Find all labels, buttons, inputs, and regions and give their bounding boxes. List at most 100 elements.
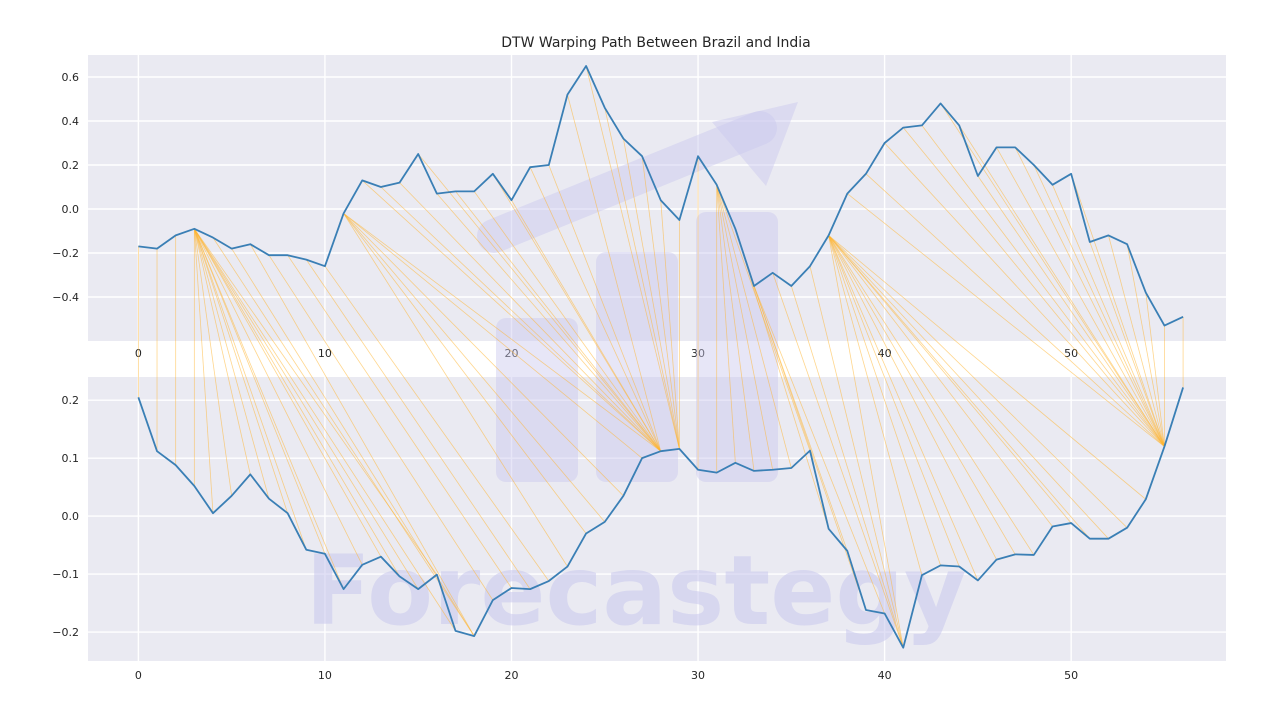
warping-connector <box>567 94 662 452</box>
bottom-y-tick-label: −0.1 <box>52 568 79 581</box>
warping-connector <box>790 285 904 648</box>
bottom-x-tick-label: 40 <box>878 669 892 682</box>
warping-connector <box>940 103 1165 447</box>
warping-connector <box>343 213 661 452</box>
warping-connector <box>865 173 1165 447</box>
warping-connector <box>193 228 419 590</box>
warping-connector <box>212 237 475 637</box>
warping-connector <box>623 138 680 449</box>
warping-connector <box>511 199 662 452</box>
warping-connector <box>996 147 1165 447</box>
warping-connector <box>305 259 531 590</box>
warping-connector <box>828 235 1072 524</box>
bottom-x-tick-label: 20 <box>504 669 518 682</box>
warping-connector <box>1126 244 1165 447</box>
watermark-bar-2 <box>596 252 678 482</box>
warping-connector <box>828 235 1128 528</box>
bottom-y-tick-label: −0.2 <box>52 626 79 639</box>
warping-connector <box>585 65 680 449</box>
warping-connector <box>828 235 1016 555</box>
watermark-logo: Forecastegy <box>305 102 967 647</box>
warping-connector <box>343 213 643 459</box>
warping-connector <box>716 184 774 470</box>
warping-connector <box>716 184 755 471</box>
watermark-arrow-shaft <box>477 111 777 253</box>
warping-connector <box>473 191 662 452</box>
warping-connector <box>772 272 904 648</box>
watermark-bar-1 <box>496 318 578 482</box>
top-y-tick-label: 0.2 <box>62 159 80 172</box>
warping-connector <box>921 125 1165 447</box>
warping-connector <box>716 184 736 463</box>
top-y-tick-label: 0.6 <box>62 71 80 84</box>
top-y-tick-labels: −0.4 −0.2 0.0 0.2 0.4 0.6 <box>52 71 79 304</box>
warping-connector <box>417 153 662 452</box>
warping-connector <box>343 213 624 497</box>
chart-title: DTW Warping Path Between Brazil and Indi… <box>501 35 810 51</box>
warping-connector <box>828 235 960 567</box>
warping-connector <box>902 127 1165 447</box>
warping-connector <box>193 228 382 557</box>
top-x-tick-label: 10 <box>318 347 332 360</box>
warping-connector <box>753 285 867 611</box>
warping-connector <box>343 213 606 523</box>
warping-connector <box>1052 184 1165 447</box>
warping-connector <box>231 248 475 637</box>
bottom-x-tick-labels: 0 10 20 30 40 50 <box>135 669 1078 682</box>
bottom-x-tick-label: 50 <box>1064 669 1078 682</box>
top-panel-background <box>88 55 1226 341</box>
bottom-panel-india: −0.2 −0.1 0.0 0.1 0.2 0 10 20 30 40 50 <box>52 377 1226 682</box>
top-x-tick-label: 20 <box>504 347 518 360</box>
warping-connector <box>194 228 456 632</box>
warping-connector <box>492 173 662 452</box>
warping-connector <box>828 235 1035 556</box>
top-y-tick-label: 0.0 <box>62 203 80 216</box>
top-y-tick-label: −0.4 <box>52 291 79 304</box>
warping-connector <box>958 125 1165 447</box>
warping-connector <box>1033 164 1165 447</box>
warping-connector <box>193 228 214 514</box>
warping-connector <box>753 285 885 614</box>
top-x-tick-label: 50 <box>1064 347 1078 360</box>
warping-connector <box>1070 173 1165 447</box>
warping-connector <box>847 193 1165 447</box>
warping-connector <box>828 235 997 560</box>
warping-connector <box>1108 235 1165 447</box>
warping-connector <box>361 180 661 452</box>
warping-connector <box>380 186 662 452</box>
bottom-x-tick-label: 0 <box>135 669 142 682</box>
warping-connector <box>249 244 475 637</box>
warping-connector <box>436 193 662 452</box>
warping-connector <box>828 235 1109 539</box>
warping-connector <box>1089 241 1165 447</box>
warping-connector <box>1014 147 1165 447</box>
warping-connector <box>455 191 662 452</box>
watermark-arrow-head <box>712 102 798 186</box>
warping-connector <box>193 228 307 550</box>
warping-connector <box>828 235 923 576</box>
warping-connector <box>828 235 904 648</box>
warping-connector <box>399 182 662 452</box>
series-lines <box>137 65 1184 649</box>
warping-connector <box>343 213 587 534</box>
warping-connector <box>193 228 288 514</box>
warping-connector <box>884 142 1165 447</box>
warping-connector <box>977 175 1165 447</box>
warping-connector <box>828 235 979 581</box>
warping-connector <box>324 265 550 582</box>
warping-connector <box>828 235 941 566</box>
warping-connector <box>343 213 568 567</box>
top-y-tick-label: 0.4 <box>62 115 80 128</box>
top-y-tick-label: −0.2 <box>52 247 79 260</box>
warping-connector <box>548 164 662 452</box>
bottom-x-tick-label: 30 <box>691 669 705 682</box>
warping-connector <box>193 228 363 565</box>
warping-connector <box>529 167 662 452</box>
watermark-text: Forecastegy <box>305 535 966 647</box>
bottom-y-tick-label: 0.2 <box>62 394 80 407</box>
warping-connector <box>193 228 400 577</box>
series-line-brazil <box>138 65 1184 327</box>
warping-connector <box>716 184 792 469</box>
warping-connector <box>660 200 680 449</box>
